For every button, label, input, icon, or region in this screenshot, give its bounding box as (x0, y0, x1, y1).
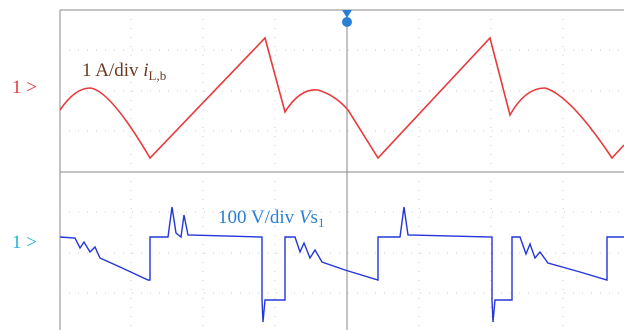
symbol-tail: s (311, 207, 318, 228)
channel-marker: 1 > (12, 232, 37, 253)
channel-label: 1 A/div iL,b (82, 60, 166, 83)
current-waveform (60, 38, 624, 158)
channel-label: 100 V/div Vs1 (218, 207, 324, 230)
subscript: 1 (318, 215, 325, 230)
trigger-marker (342, 10, 352, 18)
voltage-waveform (60, 207, 624, 322)
scale: 100 V/div (218, 207, 295, 228)
scale: 1 A/div (82, 60, 139, 81)
trigger-marker (342, 17, 352, 27)
grid (60, 10, 624, 330)
scope-screenshot: 1 > 1 > 1 A/div iL,b 100 V/div Vs1 (0, 0, 624, 330)
scope-screen: 1 > 1 > 1 A/div iL,b 100 V/div Vs1 (0, 0, 624, 330)
subscript: L,b (149, 68, 167, 83)
graticule (60, 10, 624, 330)
channel-marker: 1 > (12, 77, 37, 98)
